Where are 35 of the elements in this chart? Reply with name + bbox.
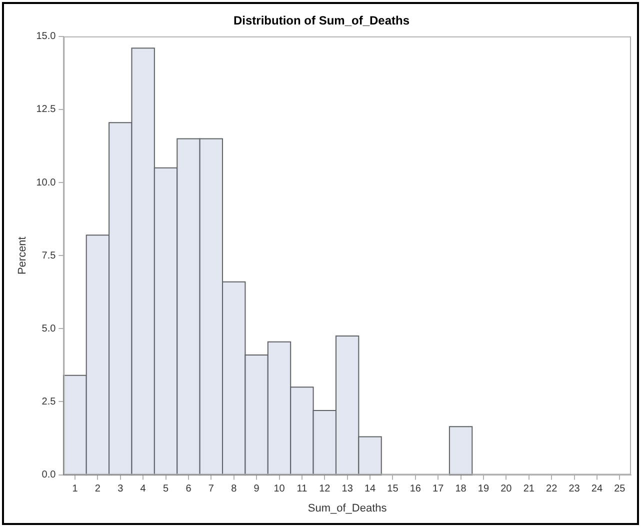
x-tick-label: 21 — [523, 484, 535, 495]
x-tick-label: 8 — [231, 484, 238, 495]
x-tick-label: 2 — [94, 484, 101, 495]
y-tick-label: 5.0 — [42, 323, 56, 334]
x-tick-label: 23 — [568, 484, 580, 495]
x-tick-label: 5 — [163, 484, 169, 495]
y-tick-label: 15.0 — [36, 31, 56, 42]
x-tick-label: 24 — [591, 484, 603, 495]
x-tick-label: 11 — [296, 484, 308, 495]
x-tick-label: 3 — [118, 484, 124, 495]
x-tick-label: 18 — [455, 484, 467, 495]
y-tick-label: 7.5 — [42, 250, 56, 262]
x-tick-label: 9 — [254, 484, 260, 495]
x-tick-label: 7 — [208, 484, 214, 495]
x-tick-label: 17 — [432, 484, 444, 495]
chart-title: Distribution of Sum_of_Deaths — [233, 14, 410, 28]
x-tick-label: 6 — [186, 484, 192, 495]
x-tick-label: 16 — [410, 484, 422, 495]
x-tick-label: 20 — [500, 484, 512, 495]
y-axis-title: Percent — [16, 236, 29, 275]
y-tick-label: 2.5 — [42, 396, 56, 408]
x-tick-label: 19 — [478, 484, 490, 495]
x-tick-label: 13 — [342, 484, 354, 495]
x-tick-label: 22 — [546, 484, 558, 495]
x-tick-label: 1 — [72, 484, 78, 495]
x-axis-title: Sum_of_Deaths — [308, 502, 388, 514]
x-tick-label: 14 — [364, 484, 376, 495]
y-tick-label: 10.0 — [36, 177, 56, 188]
y-tick-label: 0.0 — [42, 470, 56, 481]
x-tick-label: 12 — [319, 484, 331, 495]
x-tick-label: 25 — [614, 484, 626, 495]
x-tick-label: 4 — [140, 484, 146, 495]
x-tick-label: 10 — [274, 484, 286, 495]
x-tick-label: 15 — [387, 484, 399, 495]
y-tick-label: 12.5 — [36, 104, 56, 116]
